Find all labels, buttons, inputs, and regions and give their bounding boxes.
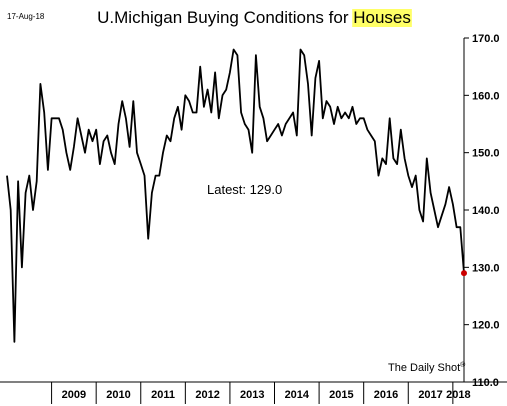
x-tick-label: 2018 bbox=[446, 389, 470, 401]
source-mark: ® bbox=[460, 361, 466, 369]
x-tick-label: 2011 bbox=[151, 389, 175, 401]
x-tick-label: 2014 bbox=[285, 389, 310, 401]
series-line bbox=[6, 48, 465, 343]
source-label: The Daily Shot® bbox=[388, 361, 466, 374]
y-tick-label: 160.0 bbox=[472, 90, 500, 102]
y-tick-label: 130.0 bbox=[472, 262, 500, 274]
plot-area bbox=[0, 38, 507, 383]
source-text: The Daily Shot bbox=[388, 362, 460, 374]
y-tick-label: 110.0 bbox=[472, 377, 499, 389]
y-tick-label: 150.0 bbox=[472, 148, 500, 160]
x-tick-label: 2017 bbox=[418, 389, 442, 401]
x-axis: 2009 2010 2011 2012 2013 2014 2015 2016 2017 2018 bbox=[51, 382, 471, 404]
latest-annotation: Latest: 129.0 bbox=[207, 182, 282, 197]
x-tick-label: 2013 bbox=[240, 389, 264, 401]
y-tick-label: 140.0 bbox=[472, 205, 500, 217]
x-tick-label: 2016 bbox=[374, 389, 398, 401]
x-tick-label: 2015 bbox=[329, 389, 353, 401]
chart-title: U.Michigan Buying Conditions for Houses bbox=[97, 8, 411, 27]
y-tick-label: 170.0 bbox=[472, 33, 500, 45]
title-highlight bbox=[352, 9, 412, 27]
y-axis: 110.0 120.0 130.0 140.0 150.0 160.0 170.0 bbox=[464, 33, 500, 389]
title-highlight-text: Houses bbox=[353, 8, 411, 27]
title-main: U.Michigan Buying Conditions for bbox=[97, 8, 353, 27]
date-stamp: 17-Aug-18 bbox=[7, 12, 45, 21]
series bbox=[6, 48, 467, 343]
x-tick-label: 2010 bbox=[106, 389, 130, 401]
x-tick-label: 2012 bbox=[195, 389, 219, 401]
x-tick-label: 2009 bbox=[62, 389, 86, 401]
y-tick-label: 120.0 bbox=[472, 320, 500, 332]
latest-point bbox=[461, 270, 467, 277]
